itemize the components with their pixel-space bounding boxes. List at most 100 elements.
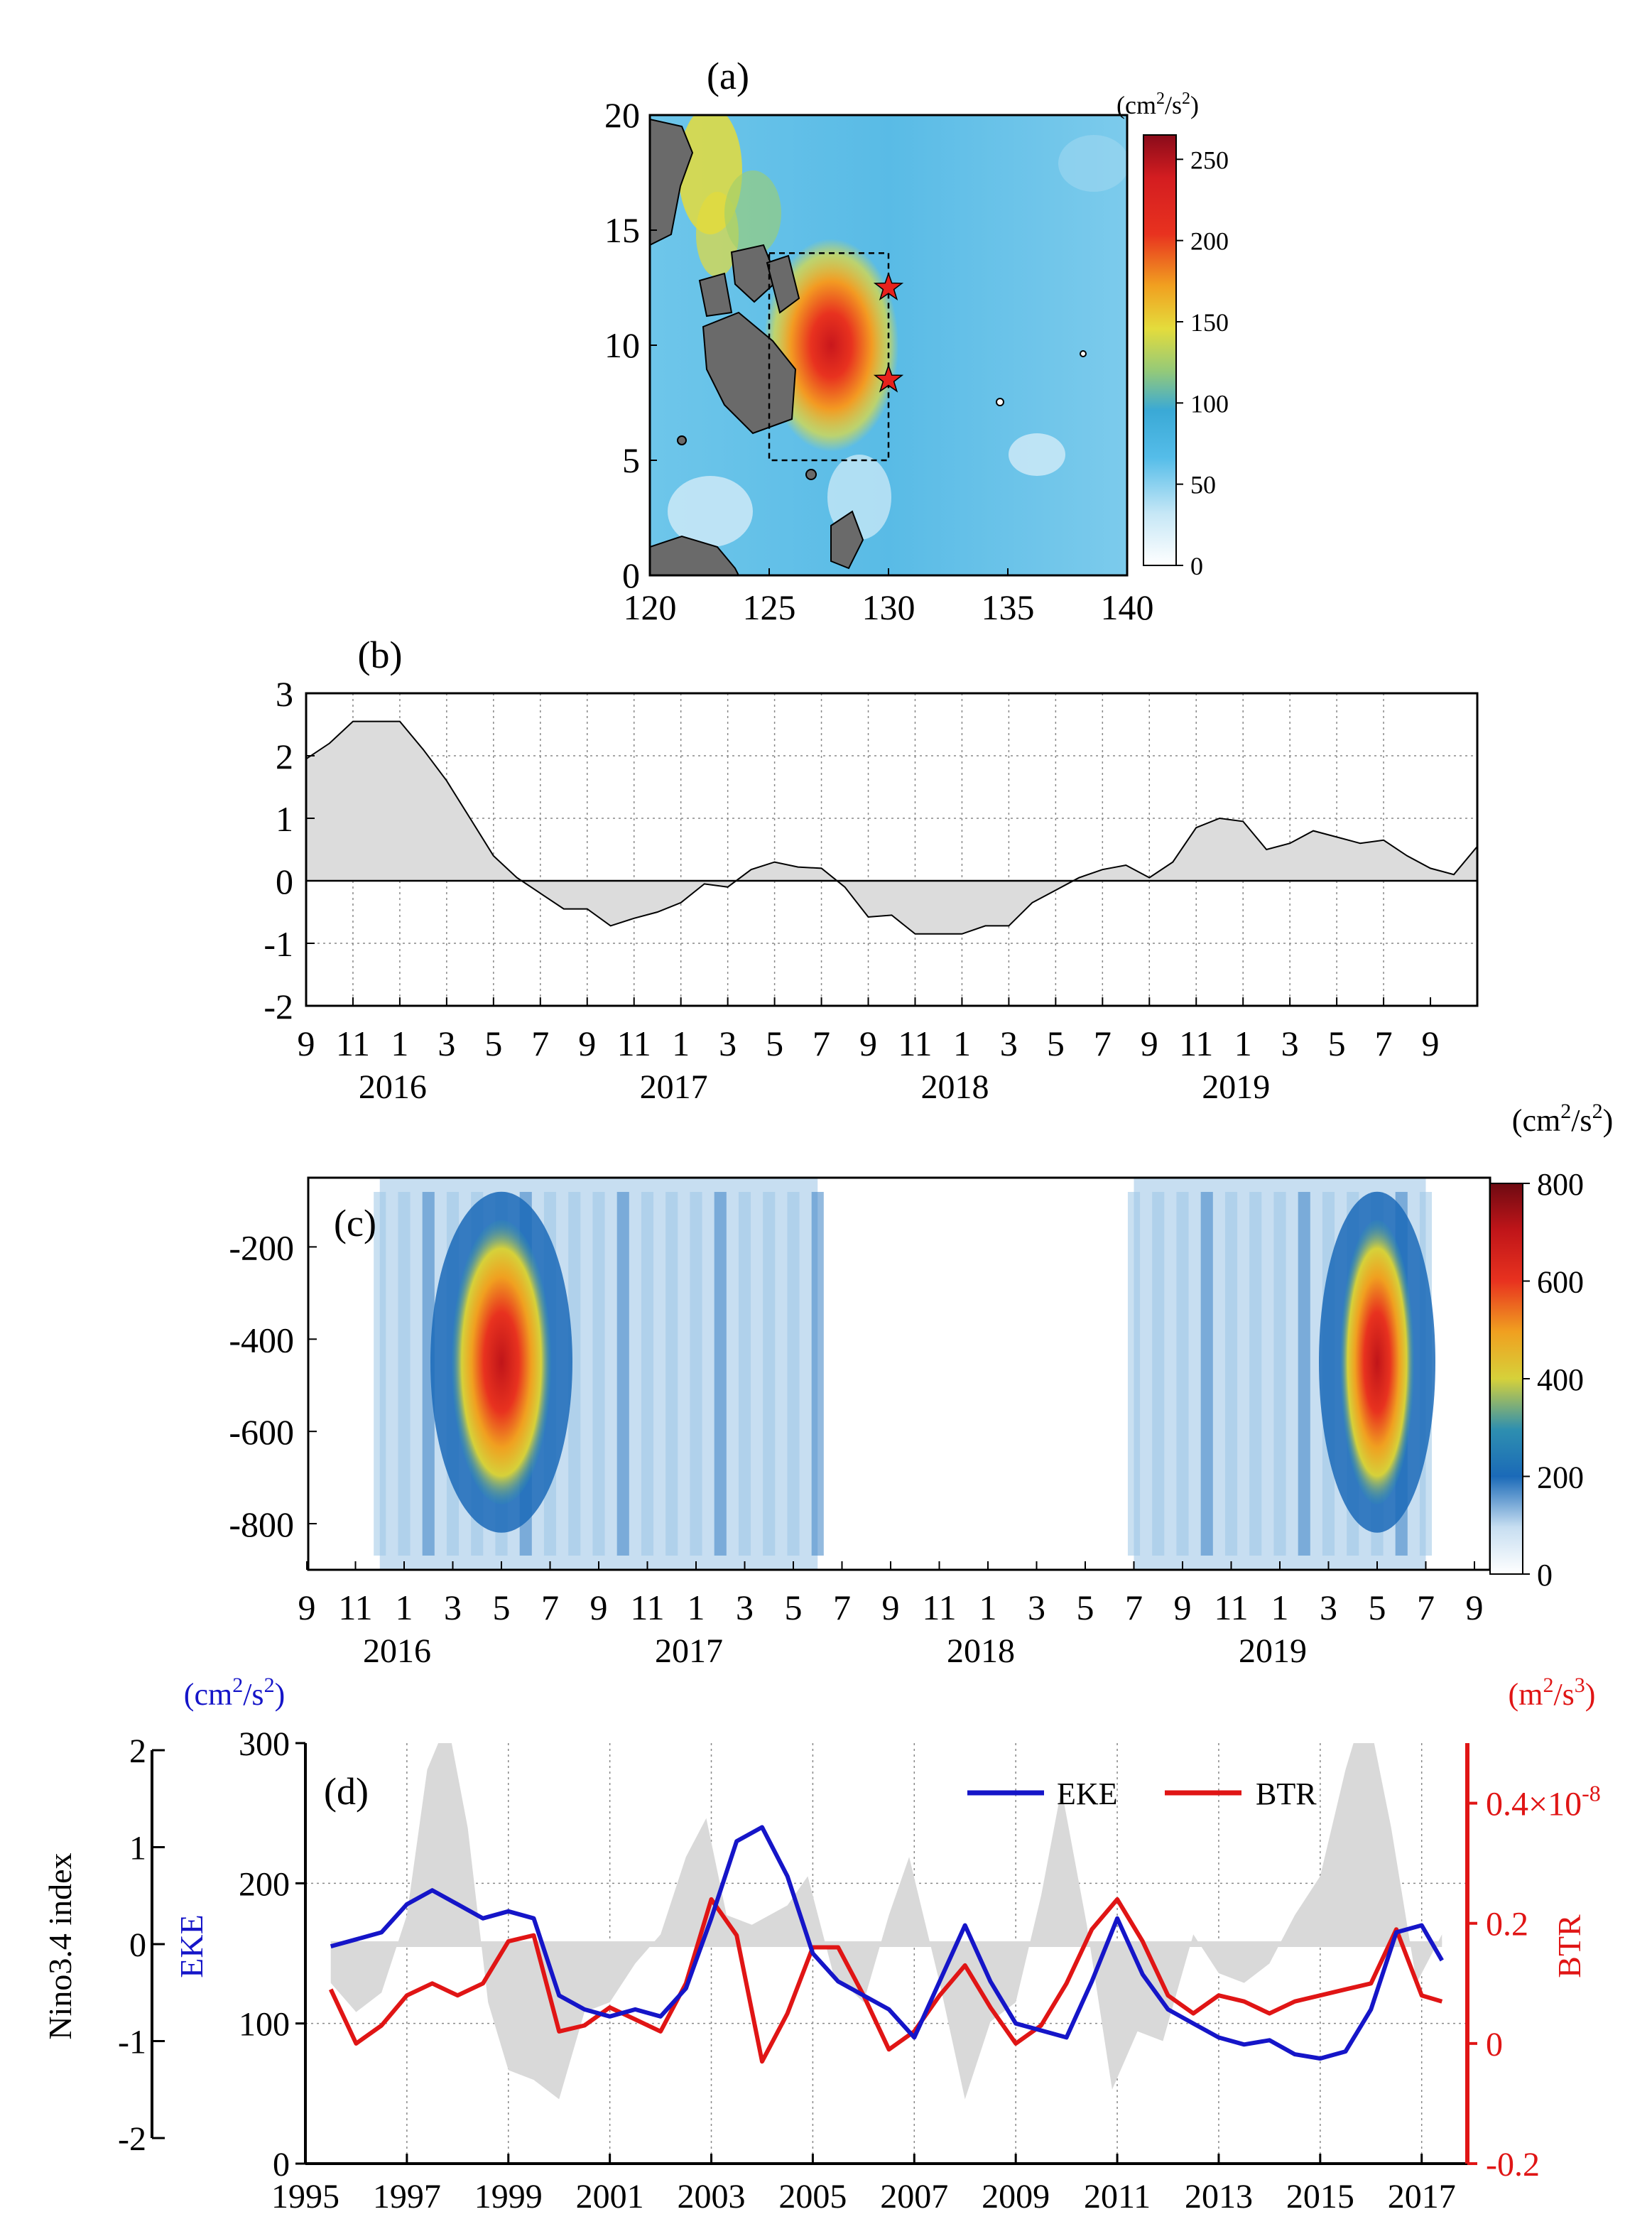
field-stripe: [714, 1192, 727, 1556]
panel-a-ytick-label: 5: [622, 440, 640, 480]
year-tick-label: 2001: [576, 2178, 644, 2215]
month-tick-label: 11: [338, 1588, 372, 1627]
left-axis-label: EKE: [173, 1914, 210, 1978]
month-tick-label: 5: [785, 1588, 803, 1627]
month-tick-label: 9: [882, 1588, 900, 1627]
colorbar-c-tick-label: 200: [1537, 1460, 1584, 1495]
month-tick-label: 5: [1077, 1588, 1094, 1627]
month-tick-label: 7: [833, 1588, 851, 1627]
month-tick-label: 11: [336, 1024, 370, 1063]
month-tick-label: 3: [719, 1024, 737, 1063]
year-label: 2016: [359, 1068, 427, 1106]
panel-a-xtick-label: 140: [1101, 587, 1154, 627]
panel-c-ytick-label: -800: [229, 1504, 294, 1544]
month-tick-label: 9: [590, 1588, 608, 1627]
field-stripe: [1200, 1192, 1213, 1556]
month-tick-label: 5: [1047, 1024, 1065, 1063]
field-stripe: [422, 1192, 435, 1556]
colorbar-a-tick-label: 150: [1190, 308, 1229, 337]
field-stripe: [641, 1192, 654, 1556]
month-tick-label: 11: [1214, 1588, 1248, 1627]
colorbar-a-tick-label: 100: [1190, 389, 1229, 418]
panel-a-xtick-label: 120: [624, 587, 677, 627]
dashed-box: [768, 252, 890, 462]
left-axis-unit: (cm2/s2): [184, 1674, 285, 1712]
month-tick-label: 3: [1000, 1024, 1018, 1063]
legend: EKE BTR: [967, 1777, 1317, 1811]
month-tick-label: 7: [1375, 1024, 1393, 1063]
land-borneo: [650, 535, 740, 575]
right-tick-label: 0.2: [1486, 1906, 1528, 1943]
month-tick-label: 1: [1234, 1024, 1252, 1063]
panel-b-ytick-label: -2: [263, 987, 293, 1026]
year-label: 2019: [1202, 1068, 1270, 1106]
left-tick-label: 200: [239, 1865, 290, 1903]
land-luzon: [650, 118, 694, 246]
year-tick-label: 2017: [1388, 2178, 1456, 2215]
month-tick-label: 5: [1369, 1588, 1386, 1627]
year-tick-label: 2005: [778, 2178, 847, 2215]
panel-b-ytick-label: -1: [263, 924, 293, 964]
panel-b-frame: [305, 692, 1479, 1007]
month-tick-label: 9: [1466, 1588, 1484, 1627]
left-tick-label: 100: [239, 2006, 290, 2044]
nino-tick-label: 2: [129, 1732, 146, 1770]
legend-btr-label: BTR: [1256, 1777, 1317, 1811]
year-label: 2018: [947, 1632, 1015, 1670]
land-samar: [766, 254, 800, 314]
month-tick-label: 1: [953, 1024, 971, 1063]
panel-b-ytick-label: 3: [276, 674, 293, 714]
month-tick-label: 7: [531, 1024, 549, 1063]
field-stripe: [1127, 1192, 1141, 1556]
month-tick-label: 1: [979, 1588, 997, 1627]
month-tick-label: 5: [1328, 1024, 1346, 1063]
nino-tick-label: -2: [118, 2120, 146, 2158]
field-stripe: [738, 1192, 751, 1556]
colorbar-c: [1489, 1183, 1523, 1575]
btr-line: [328, 1897, 1443, 2064]
month-tick-label: 7: [813, 1024, 830, 1063]
land-mindanao: [702, 311, 797, 435]
panel-b-ytick-label: 0: [276, 862, 293, 901]
right-axis-label: BTR: [1551, 1914, 1587, 1978]
panel-b-ytick-label: 2: [276, 737, 293, 776]
year-tick-label: 1999: [474, 2178, 543, 2215]
month-tick-label: 1: [391, 1024, 408, 1063]
nino-area: [330, 1743, 1442, 2100]
month-tick-label: 3: [1281, 1024, 1299, 1063]
panel-b-area: [306, 721, 1477, 934]
month-tick-label: 11: [922, 1588, 956, 1627]
panel-b-label: (b): [358, 634, 403, 676]
field-hotspot: [452, 1220, 551, 1504]
field-stripe: [568, 1192, 581, 1556]
nino-axis-label: Nino3.4 index: [42, 1853, 78, 2039]
panel-a-xtick-label: 125: [743, 587, 796, 627]
field-stripe: [398, 1192, 411, 1556]
month-tick-label: 9: [298, 1588, 316, 1627]
month-tick-label: 5: [493, 1588, 511, 1627]
year-label: 2018: [920, 1068, 989, 1106]
panel-d: 1995 1997 1999 2001 2003 2005 2007 2009 2011 2013…: [42, 1674, 1601, 2215]
month-tick-label: 11: [630, 1588, 664, 1627]
nino-tick-label: 1: [129, 1830, 146, 1867]
field-stripe: [592, 1192, 605, 1556]
month-tick-label: 3: [1028, 1588, 1045, 1627]
month-tick-label: 3: [1320, 1588, 1337, 1627]
panel-d-label: (d): [324, 1770, 369, 1813]
year-tick-label: 1997: [373, 2178, 441, 2215]
panel-c-ytick-label: -600: [229, 1412, 294, 1452]
land-halmahera: [830, 510, 864, 570]
year-tick-label: 1995: [271, 2178, 339, 2215]
eke-line: [330, 1825, 1444, 2061]
field-stripe: [374, 1192, 386, 1556]
field-stripe: [1224, 1192, 1238, 1556]
nino-tick-label: 0: [129, 1926, 146, 1964]
year-tick-label: 2007: [880, 2178, 948, 2215]
month-tick-label: 3: [736, 1588, 754, 1627]
month-tick-label: 7: [1125, 1588, 1143, 1627]
year-label: 2019: [1239, 1632, 1307, 1670]
field-stripe: [1298, 1192, 1310, 1556]
panel-b-line: [305, 720, 1478, 935]
